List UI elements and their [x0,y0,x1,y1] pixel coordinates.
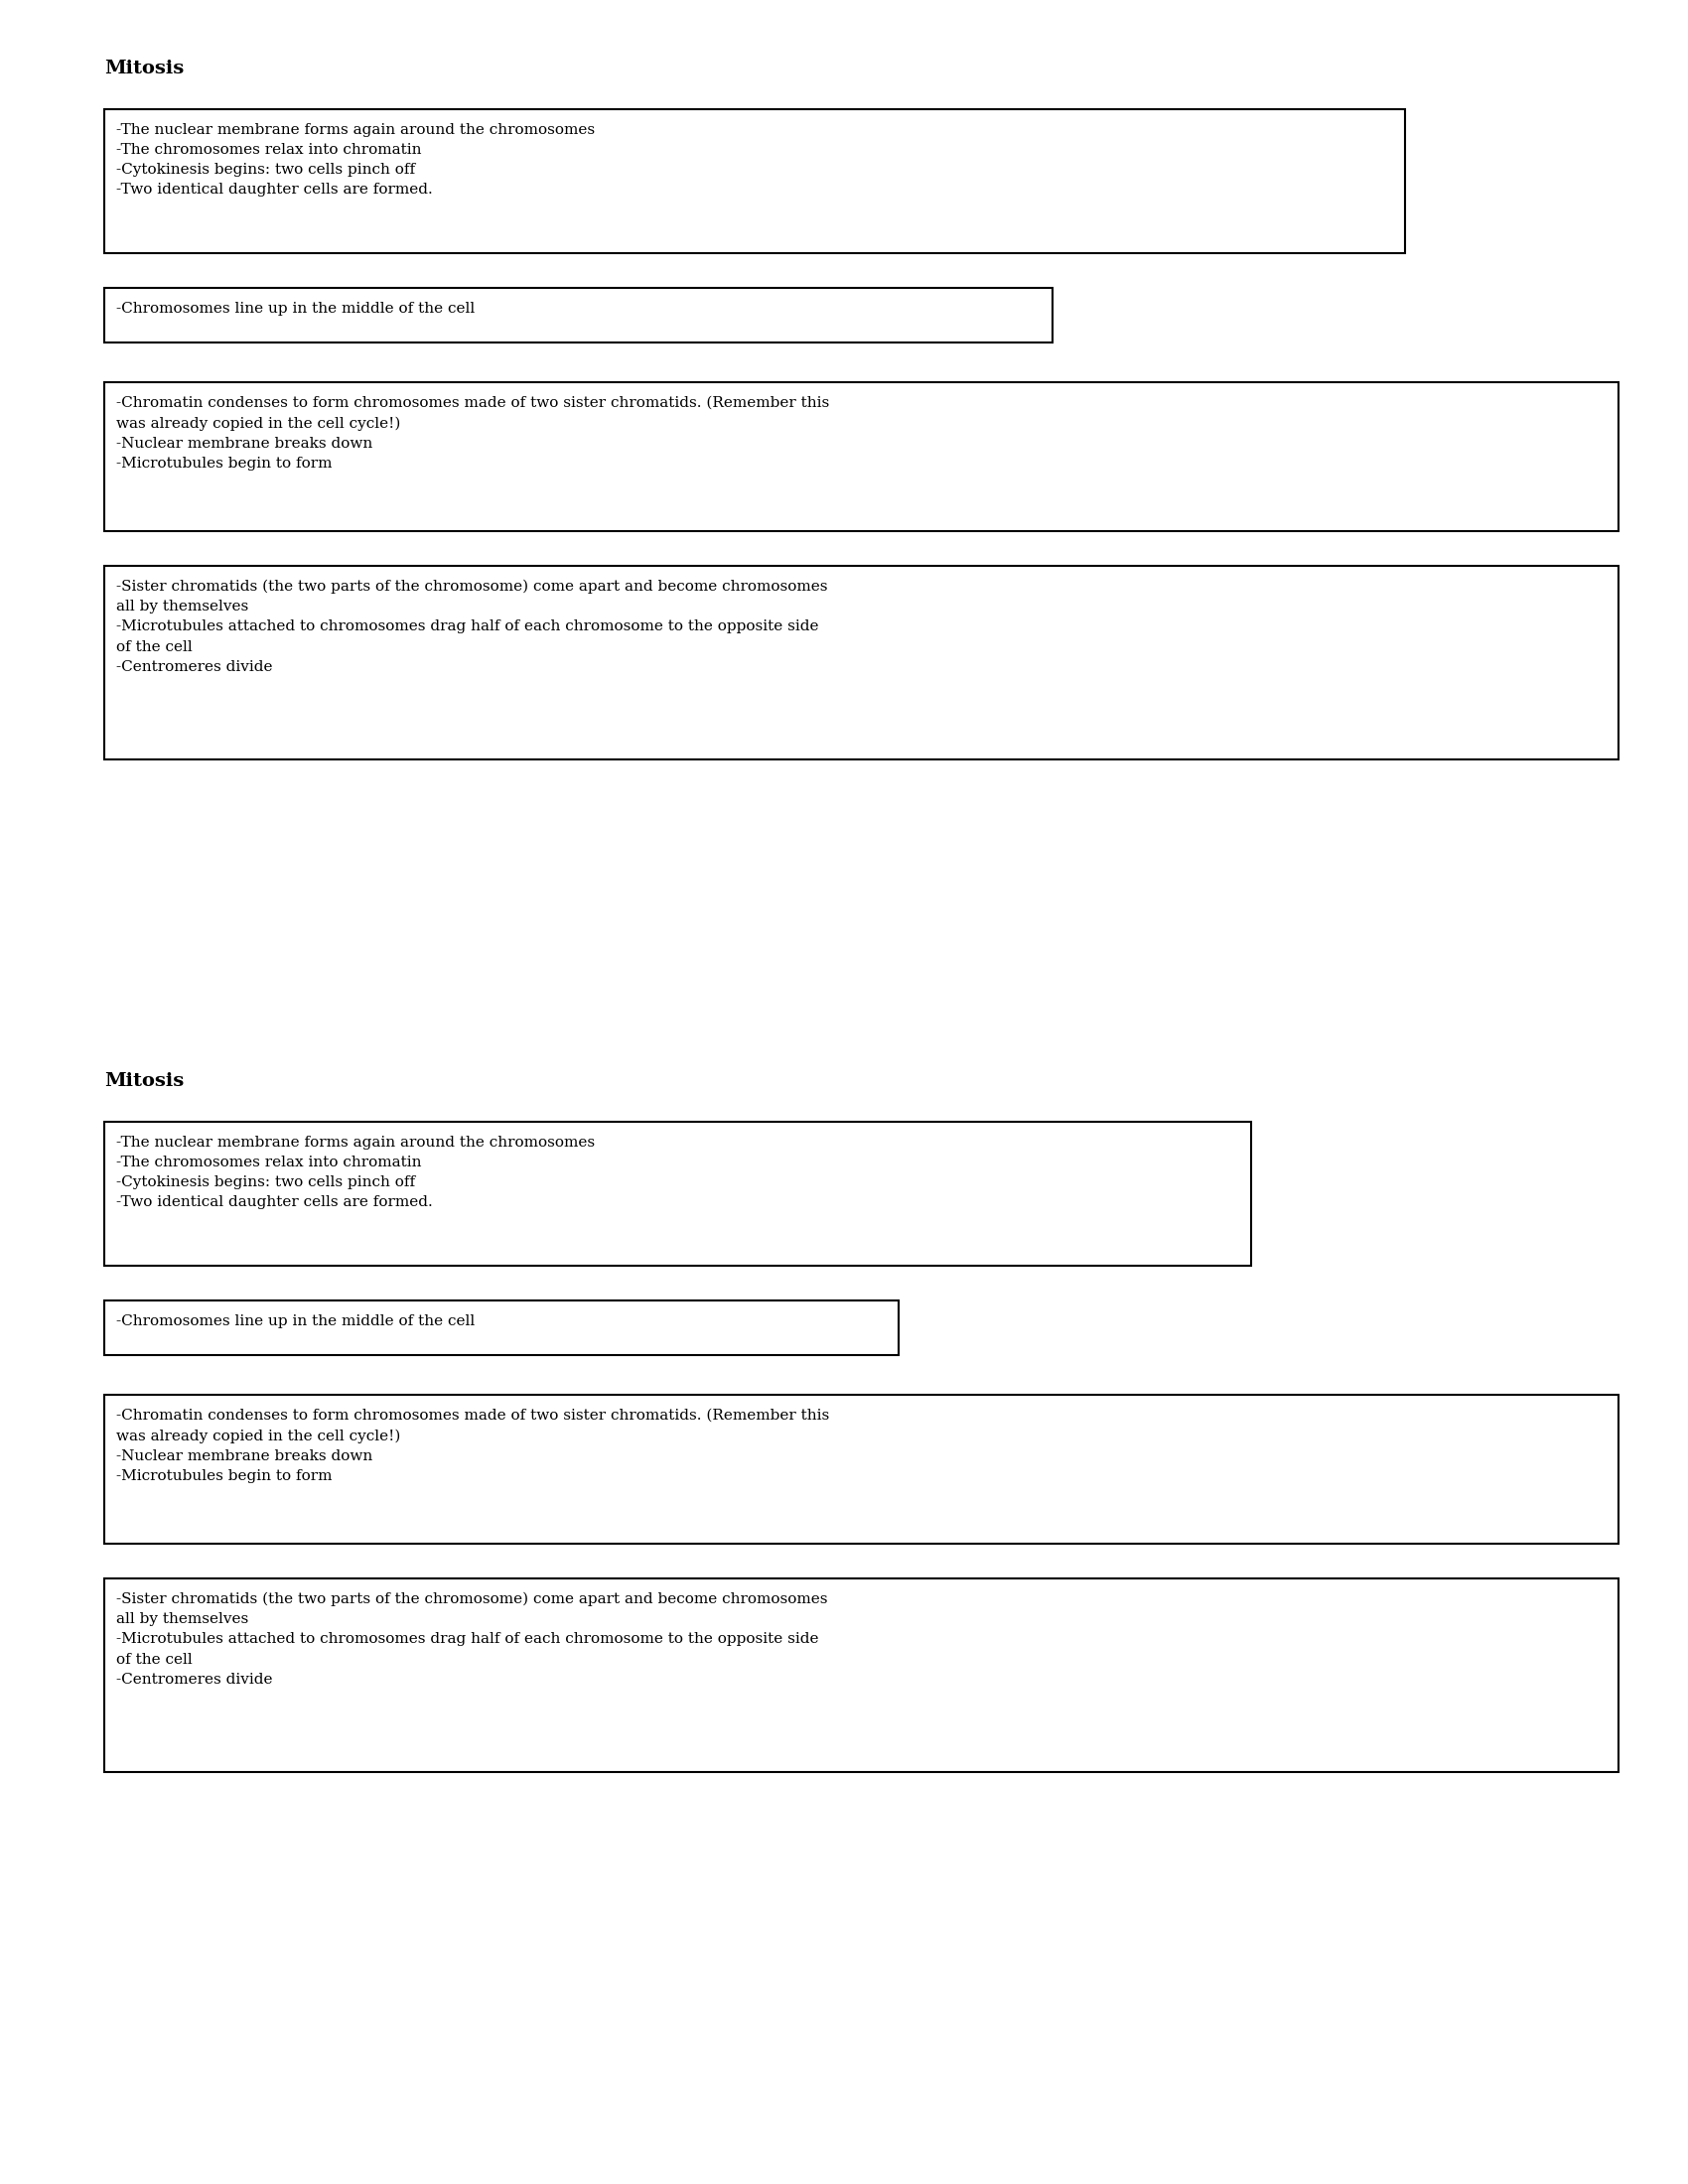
Text: Mitosis: Mitosis [105,59,184,76]
Bar [105,1396,1619,1544]
Text: -Sister chromatids (the two parts of the chromosome) come apart and become chrom: -Sister chromatids (the two parts of the… [116,579,827,673]
Text: -Chromosomes line up in the middle of the cell: -Chromosomes line up in the middle of th… [116,1315,474,1328]
Bar [105,1299,898,1354]
Text: -Sister chromatids (the two parts of the chromosome) come apart and become chrom: -Sister chromatids (the two parts of the… [116,1592,827,1686]
Bar [105,1579,1619,1771]
Bar [105,288,1053,343]
Bar [105,566,1619,760]
Text: -Chromosomes line up in the middle of the cell: -Chromosomes line up in the middle of th… [116,301,474,317]
Text: Mitosis: Mitosis [105,1072,184,1090]
Text: -Chromatin condenses to form chromosomes made of two sister chromatids. (Remembe: -Chromatin condenses to form chromosomes… [116,395,829,470]
Text: -Chromatin condenses to form chromosomes made of two sister chromatids. (Remembe: -Chromatin condenses to form chromosomes… [116,1409,829,1483]
Text: -The nuclear membrane forms again around the chromosomes
-The chromosomes relax : -The nuclear membrane forms again around… [116,1136,594,1210]
Bar [105,1123,1251,1267]
Text: -The nuclear membrane forms again around the chromosomes
-The chromosomes relax : -The nuclear membrane forms again around… [116,122,594,197]
Bar [105,109,1404,253]
Bar [105,382,1619,531]
